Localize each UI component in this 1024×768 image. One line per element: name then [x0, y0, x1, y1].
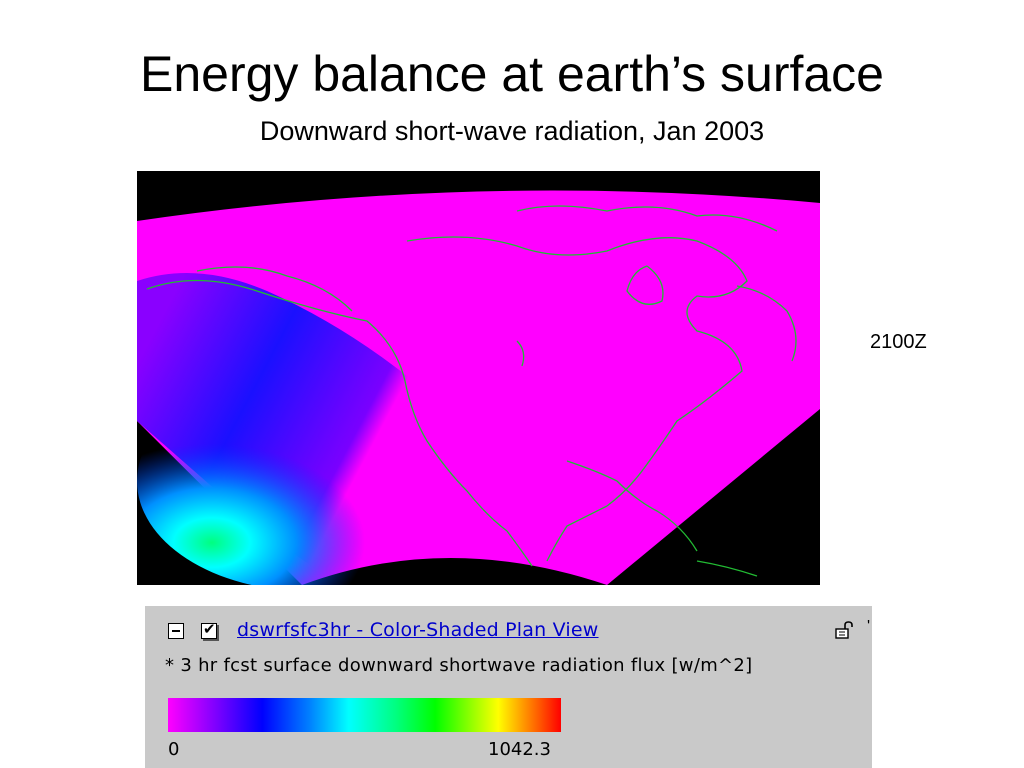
colorbar	[168, 698, 561, 732]
unlock-icon[interactable]	[835, 621, 855, 639]
layer-visibility-checkbox[interactable]: ✔	[201, 620, 217, 639]
slide-subtitle: Downward short-wave radiation, Jan 2003	[259, 116, 765, 146]
panel-edge-glyph: '	[867, 618, 871, 635]
slide-title: Energy balance at earth’s surface	[140, 46, 884, 102]
colorbar-min-label: 0	[168, 739, 180, 760]
colorbar-max-label: 1042.3	[488, 739, 551, 760]
map-time-label: 2100Z	[870, 331, 927, 353]
radiation-map	[137, 171, 820, 585]
coastlines	[146, 205, 797, 577]
layer-legend-panel: ✔ dswrfsfc3hr - Color-Shaded Plan View '…	[145, 606, 872, 768]
check-icon: ✔	[203, 620, 216, 638]
layer-name-link[interactable]: dswrfsfc3hr - Color-Shaded Plan View	[237, 619, 599, 641]
collapse-button[interactable]	[168, 623, 184, 639]
layer-description: * 3 hr fcst surface downward shortwave r…	[165, 655, 753, 676]
cyan-flux-patch	[137, 371, 477, 585]
